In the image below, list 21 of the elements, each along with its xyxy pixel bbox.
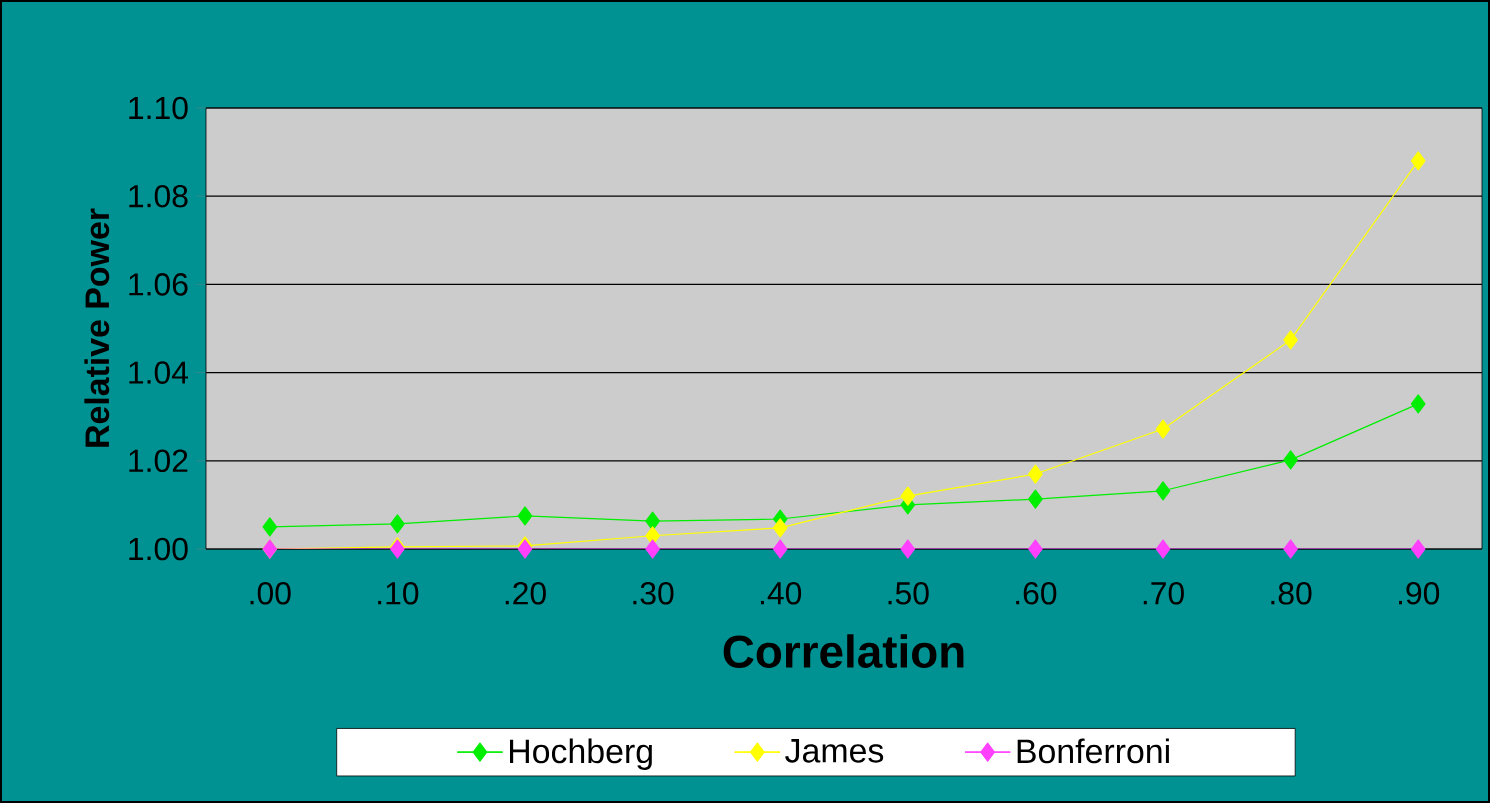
- y-axis-title: Relative Power: [84, 208, 110, 447]
- legend-label: Bonferroni: [1017, 738, 1169, 764]
- x-tick-label: .90: [1398, 582, 1440, 605]
- x-tick-label: .80: [1271, 582, 1312, 605]
- y-tick-label: 1.10: [129, 96, 188, 120]
- x-tick-label: .40: [760, 582, 802, 605]
- x-tick-label: .70: [1143, 582, 1184, 605]
- y-tick-label: 1.06: [129, 273, 188, 296]
- x-tick-label: .20: [505, 582, 546, 605]
- y-tick-label: 1.08: [129, 184, 188, 208]
- x-tick-label: .60: [1016, 582, 1057, 605]
- x-tick-label: .50: [888, 582, 929, 605]
- x-tick-label: .10: [378, 582, 419, 605]
- legend-label: Hochberg: [510, 738, 652, 771]
- legend-label: James: [785, 739, 884, 763]
- x-axis-title: Correlation: [723, 634, 964, 668]
- x-tick-label: .00: [250, 582, 291, 605]
- x-tick-label: .30: [633, 582, 674, 605]
- y-tick-label: 1.02: [129, 449, 188, 473]
- y-tick-label: 1.00: [129, 537, 188, 561]
- y-tick-label: 1.04: [129, 361, 189, 384]
